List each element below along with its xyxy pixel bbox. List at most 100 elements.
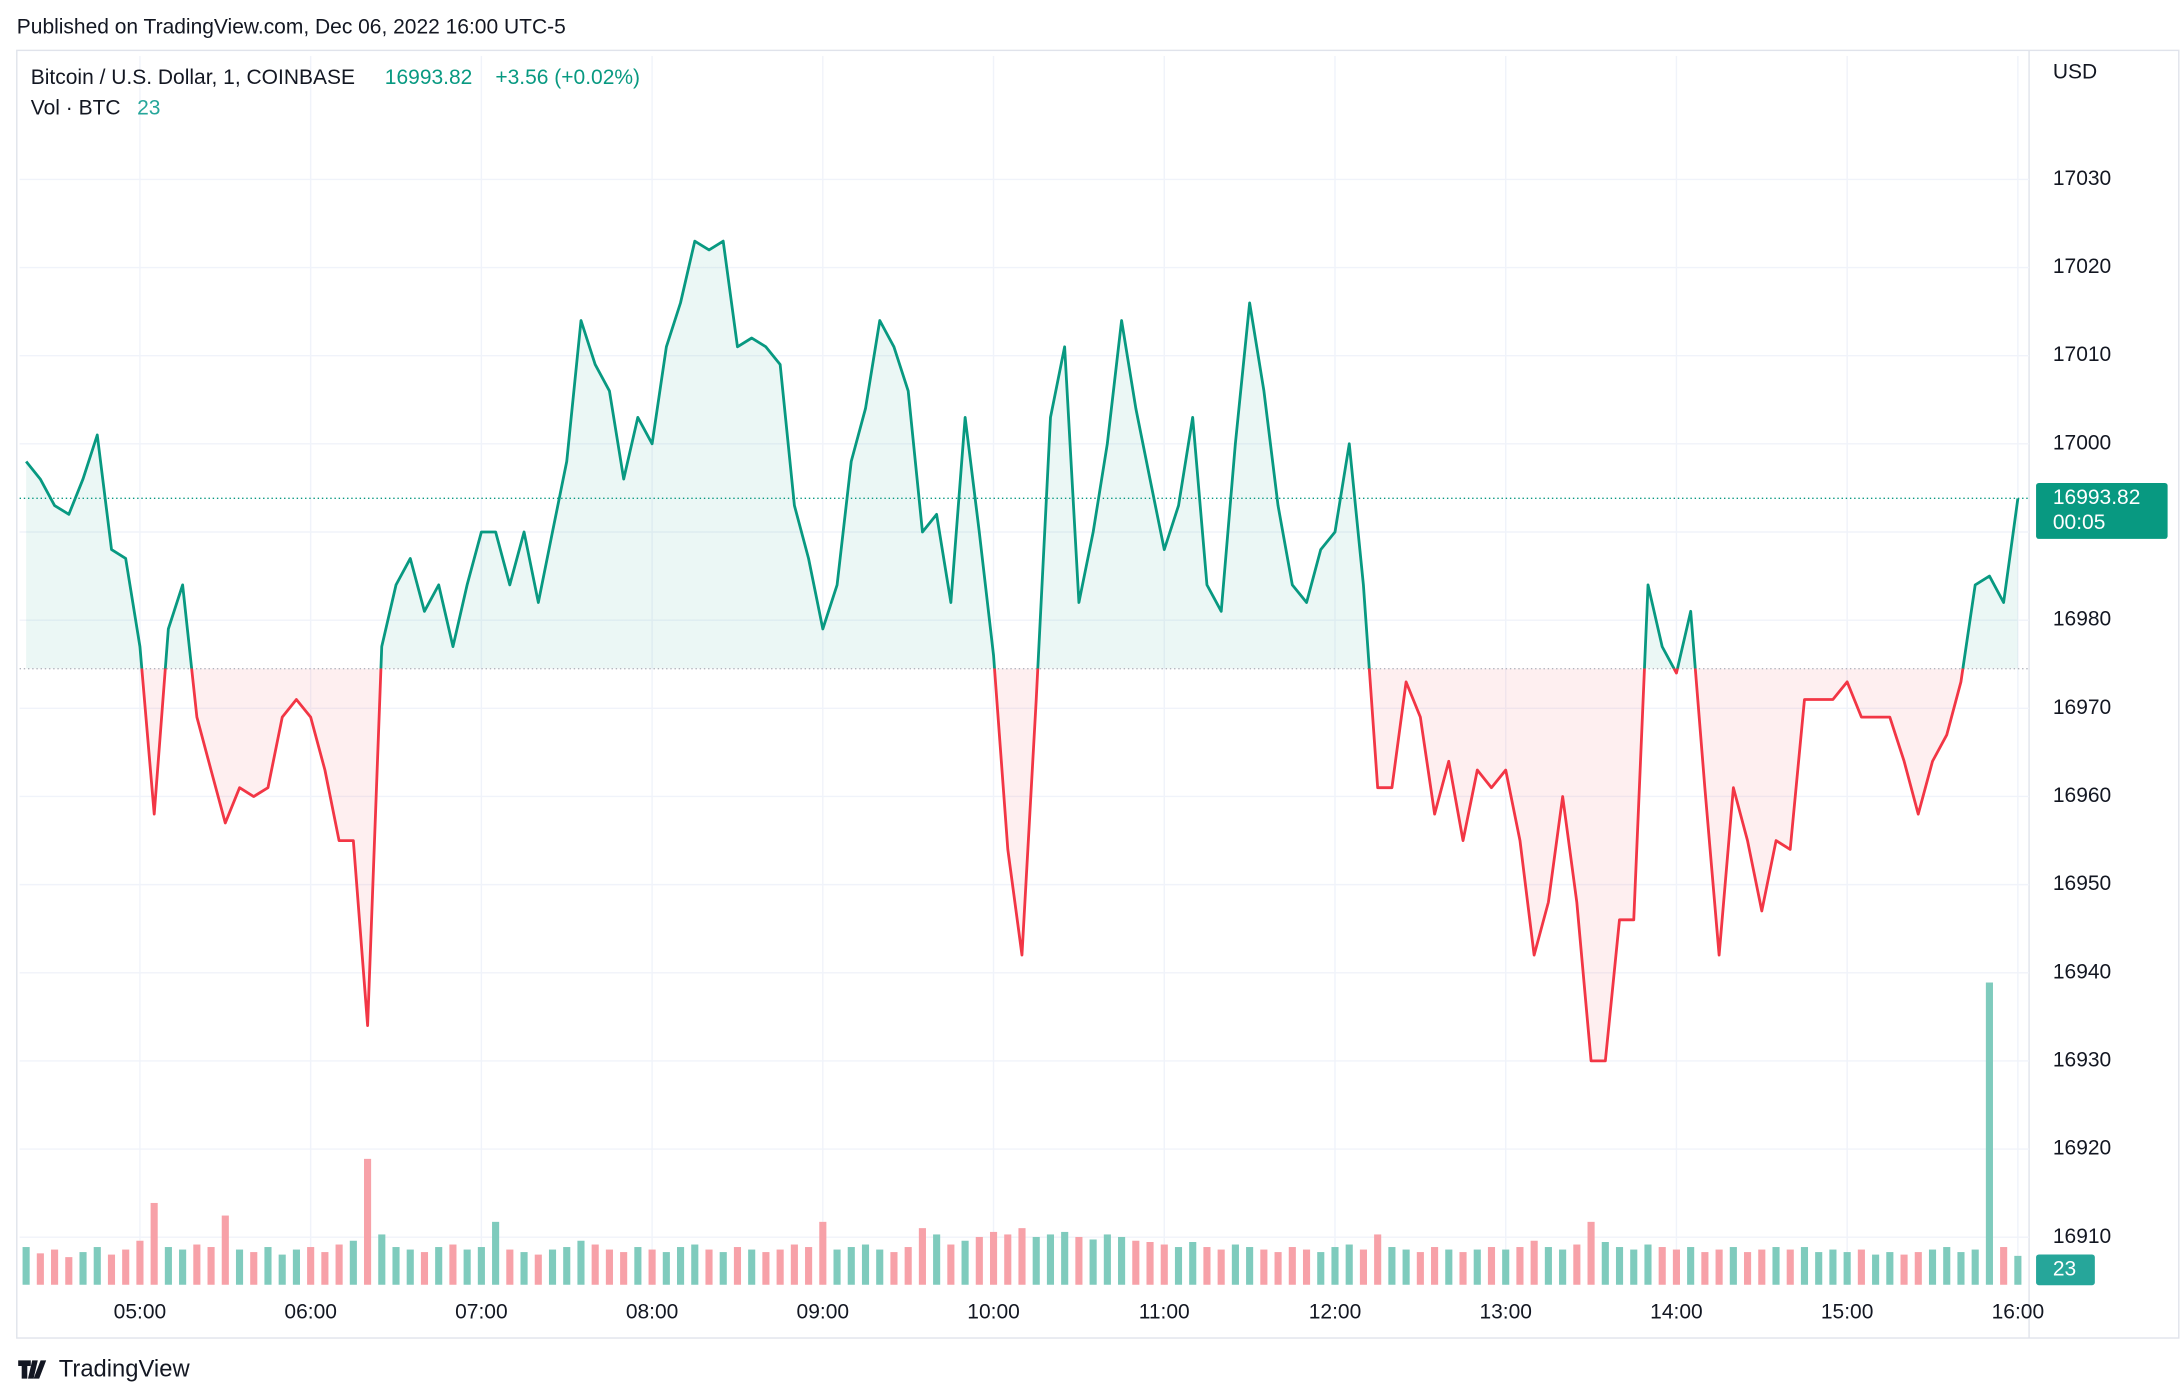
volume-bar xyxy=(890,1252,898,1285)
price-line xyxy=(25,239,2020,1063)
volume-bar xyxy=(1416,1252,1424,1285)
volume-bar xyxy=(733,1247,742,1285)
x-tick-label: 05:00 xyxy=(114,1300,167,1323)
volume-bar xyxy=(1502,1249,1510,1285)
volume-bar xyxy=(1402,1249,1410,1285)
volume-bar xyxy=(1274,1252,1282,1285)
logo xyxy=(18,1360,47,1379)
published: Published on TradingView.com, Dec 06, 20… xyxy=(17,16,566,39)
y-tick-label: 16940 xyxy=(2053,960,2111,983)
volume-bar xyxy=(477,1247,485,1285)
volume-bar xyxy=(36,1253,44,1285)
frame xyxy=(16,49,2180,1339)
symbol-title: Bitcoin / U.S. Dollar, 1, COINBASE xyxy=(31,66,355,89)
volume-bar xyxy=(1132,1240,1140,1285)
volume-bar xyxy=(1630,1249,1638,1285)
volume-bar xyxy=(1815,1252,1823,1285)
volume-bar xyxy=(975,1236,983,1285)
volume-bar xyxy=(150,1202,158,1285)
volume-bar xyxy=(2014,1255,2022,1285)
baseline-area xyxy=(26,241,2018,1061)
brand: TradingView xyxy=(59,1355,191,1382)
volume-bar xyxy=(420,1252,429,1285)
volume-bar xyxy=(776,1249,784,1285)
x-tick-label: 12:00 xyxy=(1309,1300,1362,1323)
volume-bar xyxy=(1089,1239,1097,1285)
x-tick-label: 15:00 xyxy=(1821,1300,1874,1323)
volume-bar xyxy=(1943,1247,1951,1285)
volume-bar xyxy=(221,1215,229,1285)
volume-bar xyxy=(463,1249,471,1285)
volume-bar xyxy=(1573,1244,1581,1285)
volume-bar xyxy=(1431,1247,1439,1285)
volume-bar xyxy=(193,1244,201,1285)
volume-bar xyxy=(1203,1247,1211,1285)
volume-bar xyxy=(1217,1249,1225,1285)
volume-bar xyxy=(107,1254,116,1285)
volume-bar xyxy=(1473,1249,1481,1285)
volume-bar xyxy=(1886,1252,1894,1285)
volume-bar xyxy=(904,1247,912,1285)
volume-bar xyxy=(577,1240,585,1285)
volume-bar xyxy=(1800,1247,1809,1285)
volume-bar xyxy=(719,1252,727,1285)
volume-bar xyxy=(1331,1247,1339,1285)
last-volume-label: 23 xyxy=(2053,1257,2076,1280)
volume-bar xyxy=(1587,1221,1595,1285)
volume-bar xyxy=(1914,1252,1922,1285)
y-tick-label: 16920 xyxy=(2053,1137,2111,1160)
volume-bar xyxy=(1189,1242,1197,1285)
volume-bar xyxy=(406,1249,414,1285)
volume-bar xyxy=(1644,1244,1652,1285)
volume-bar xyxy=(918,1228,926,1285)
volume-bar xyxy=(1260,1249,1268,1285)
volume-bar xyxy=(378,1234,386,1285)
volume-bar xyxy=(947,1244,955,1285)
volume-bar xyxy=(1900,1254,1908,1285)
x-tick-label: 13:00 xyxy=(1479,1300,1532,1323)
volume-bar xyxy=(1103,1234,1111,1285)
volume-bar xyxy=(1658,1247,1666,1285)
y-tick-label: 16910 xyxy=(2053,1225,2111,1248)
y-tick-label: 16970 xyxy=(2053,696,2111,719)
volume-bar xyxy=(634,1247,642,1285)
volume-bar xyxy=(705,1249,713,1285)
x-tick-label: 14:00 xyxy=(1650,1300,1703,1323)
volume-bar xyxy=(847,1247,855,1285)
volume-bar xyxy=(164,1247,172,1285)
volume-bar xyxy=(122,1249,130,1285)
grid xyxy=(19,55,2030,1285)
volume-bar xyxy=(961,1240,969,1285)
volume-bar xyxy=(392,1247,400,1285)
x-tick-label: 16:00 xyxy=(1992,1300,2045,1323)
volume-bar xyxy=(278,1254,286,1285)
volume-bar xyxy=(1601,1242,1609,1285)
price-pane xyxy=(19,239,2030,1063)
volume-bar xyxy=(1075,1236,1083,1285)
volume-bar xyxy=(676,1247,685,1285)
volume-bar xyxy=(1715,1249,1723,1285)
volume-bar xyxy=(1317,1252,1325,1285)
volume-bar xyxy=(307,1247,315,1285)
x-tick-label: 08:00 xyxy=(626,1300,679,1323)
volume-bar xyxy=(264,1247,272,1285)
volume-bar xyxy=(1018,1228,1026,1285)
volume-bar xyxy=(292,1249,300,1285)
volume-bar xyxy=(748,1249,756,1285)
volume-bar xyxy=(364,1158,372,1285)
header-change: +3.56 (+0.02%) xyxy=(495,66,640,89)
volume-bar xyxy=(1032,1236,1040,1285)
y-tick-label: 16960 xyxy=(2053,784,2111,807)
volume-bar xyxy=(1160,1244,1168,1285)
volume-bar xyxy=(1544,1247,1552,1285)
volume-bar xyxy=(1957,1252,1965,1285)
volume-bar xyxy=(1530,1240,1538,1285)
volume-bar xyxy=(819,1221,827,1285)
volume-bar xyxy=(349,1240,357,1285)
labels: 16910 16920 16930 16940 16950 16960 16970 16980… xyxy=(114,167,2168,1323)
last-price-label: 16993.82 xyxy=(2053,486,2141,509)
volume-bar xyxy=(1374,1234,1382,1285)
volume-bar xyxy=(1174,1247,1183,1285)
x-tick-label: 10:00 xyxy=(967,1300,1020,1323)
